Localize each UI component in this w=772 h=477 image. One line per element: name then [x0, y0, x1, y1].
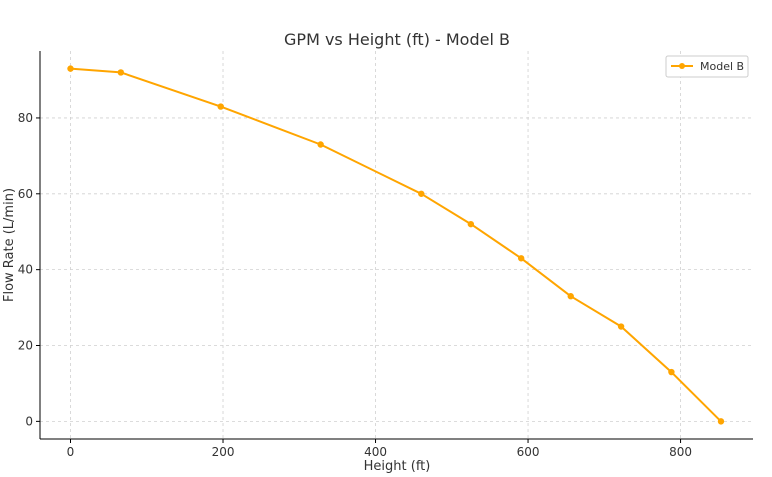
y-axis-title: Flow Rate (L/min): [2, 188, 17, 302]
data-point-9: [668, 368, 675, 376]
legend-marker-swatch: [679, 63, 685, 69]
y-tick-label-0: 0: [25, 414, 33, 428]
y-tick-label-40: 40: [18, 263, 33, 277]
x-tick-label-400: 400: [364, 445, 387, 459]
x-tick-label-800: 800: [669, 445, 692, 459]
y-tick-label-60: 60: [18, 187, 33, 201]
grid: [40, 51, 753, 439]
x-tick-label-0: 0: [67, 445, 75, 459]
legend-label-model-b: Model B: [700, 60, 744, 73]
data-point-4: [418, 190, 425, 197]
data-point-6: [517, 255, 525, 262]
data-point-3: [317, 141, 324, 148]
data-point-8: [617, 323, 625, 330]
x-tick-label-600: 600: [517, 445, 540, 459]
legend-box: [665, 55, 749, 78]
data-point-5: [467, 220, 475, 228]
y-tick-label-20: 20: [18, 339, 33, 353]
data-point-7: [567, 293, 574, 300]
data-point-0: [67, 65, 74, 72]
x-axis-title: Height (ft): [364, 459, 431, 474]
data-point-1: [117, 69, 125, 76]
series-layer: [67, 65, 725, 425]
x-tick-label-200: 200: [212, 445, 235, 459]
chart-title: GPM vs Height (ft) - Model B: [284, 30, 510, 49]
data-point-10: [717, 418, 725, 425]
data-point-2: [217, 103, 224, 110]
axes: 0 200 400 600 800 0 20 40 60 80: [18, 51, 753, 459]
legend: Model B: [665, 55, 749, 78]
y-tick-label-80: 80: [18, 111, 33, 125]
